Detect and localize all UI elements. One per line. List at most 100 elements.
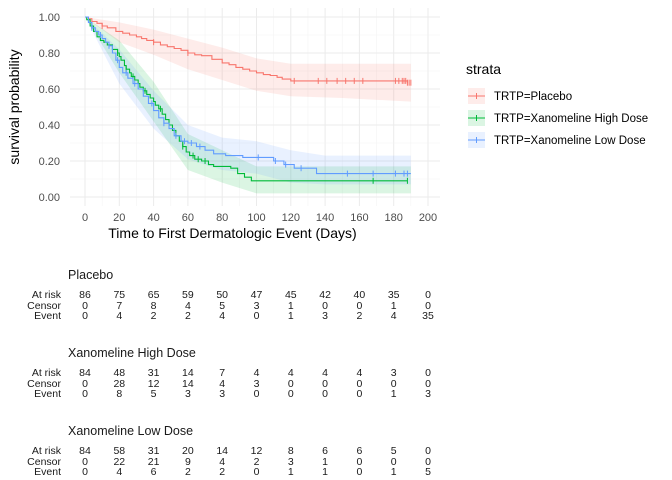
risk-cell: 35 <box>422 310 434 322</box>
risk-cell: 0 <box>356 299 363 312</box>
risk-cell: 84 <box>79 367 91 379</box>
risk-cell: 0 <box>322 377 329 390</box>
risk-cell: 4 <box>116 310 123 322</box>
risk-cell: 50 <box>216 289 229 301</box>
risk-cell: 31 <box>147 445 160 457</box>
risk-row-label: At risk <box>31 367 61 379</box>
risk-cell: 0 <box>82 377 88 390</box>
x-tick-label: 120 <box>282 212 300 224</box>
risk-cell: 4 <box>184 299 191 312</box>
y-tick-label: 0.40 <box>39 120 60 132</box>
confidence-band-1 <box>85 17 411 194</box>
survival-chart: 0 20 40 60 80 100 120 140 160 180 200 0.00 0.20 0.40 0… <box>6 8 648 241</box>
legend: strata TRTP=Placebo TRTP=Xanomeline High D… <box>466 61 648 148</box>
risk-cell: 20 <box>182 445 194 457</box>
risk-cell: 65 <box>147 289 160 301</box>
risk-group-title: Placebo <box>68 268 114 282</box>
risk-cell: 8 <box>150 299 157 312</box>
risk-cell: 0 <box>425 445 431 457</box>
risk-cell: 0 <box>82 299 88 312</box>
y-tick-label: 1.00 <box>39 12 60 24</box>
risk-group-title: Xanomeline Low Dose <box>68 424 194 438</box>
risk-row-label: At risk <box>31 445 61 457</box>
risk-cell: 6 <box>356 445 363 457</box>
risk-cell: 12 <box>147 377 160 390</box>
risk-cell: 42 <box>319 289 331 301</box>
risk-cell: 14 <box>182 377 194 390</box>
risk-cell: 7 <box>219 367 226 379</box>
risk-row-label: Censor <box>27 299 61 312</box>
risk-cell: 3 <box>425 388 431 400</box>
x-tick-label: 100 <box>247 212 265 224</box>
risk-cell: 3 <box>184 388 191 400</box>
risk-cell: 1 <box>287 466 294 478</box>
risk-cell: 0 <box>425 289 431 301</box>
risk-row-at-risk: At risk 84 58 31 20 14 12 8 6 6 5 0 <box>0 446 672 457</box>
risk-row-label: Censor <box>27 455 61 468</box>
risk-cell: 0 <box>253 310 260 322</box>
risk-row-at-risk: At risk 86 75 65 59 50 47 45 42 40 35 0 <box>0 290 672 301</box>
risk-cell: 4 <box>253 367 260 379</box>
risk-cell: 14 <box>216 445 229 457</box>
risk-cell: 8 <box>287 445 294 457</box>
risk-cell: 0 <box>425 299 431 312</box>
x-tick-label: 0 <box>82 212 88 224</box>
risk-cell: 0 <box>253 388 260 400</box>
x-tick-label: 140 <box>316 212 334 224</box>
risk-cell: 4 <box>356 367 363 379</box>
risk-cell: 75 <box>113 289 126 301</box>
risk-cell: 4 <box>219 455 226 468</box>
risk-cell: 35 <box>387 289 400 301</box>
risk-row-censor: Censor 0 22 21 9 4 2 3 1 0 0 0 <box>0 455 672 468</box>
risk-cell: 2 <box>253 455 260 468</box>
risk-cell: 1 <box>287 299 294 312</box>
risk-cell: 4 <box>287 367 294 379</box>
risk-cell: 28 <box>113 377 126 390</box>
risk-row-at-risk: At risk 84 48 31 14 7 4 4 4 4 3 0 <box>0 368 672 379</box>
x-tick-label: 200 <box>419 212 437 224</box>
risk-cell: 0 <box>322 388 329 400</box>
risk-cell: 2 <box>184 310 191 322</box>
risk-cell: 0 <box>82 310 88 322</box>
risk-cell: 1 <box>390 388 397 400</box>
risk-cell: 84 <box>79 445 91 457</box>
x-axis-title: Time to First Dermatologic Event (Days) <box>108 225 356 241</box>
risk-row-censor: Censor 0 7 8 4 5 3 1 0 0 1 0 <box>0 299 672 312</box>
legend-key-0 <box>468 88 485 104</box>
survival-curve-1 <box>85 16 408 182</box>
risk-cell: 47 <box>250 289 263 301</box>
x-tick-label: 40 <box>147 212 159 224</box>
y-tick-label: 0.60 <box>39 84 60 96</box>
y-tick-label: 0.20 <box>39 156 60 168</box>
x-tick-label: 20 <box>113 212 125 224</box>
risk-cell: 0 <box>390 455 397 468</box>
legend-key-2 <box>468 132 485 148</box>
risk-row-event: Event 0 4 6 2 2 0 1 1 0 1 5 <box>0 467 672 478</box>
risk-row-label: Event <box>34 310 61 322</box>
risk-cell: 0 <box>82 466 88 478</box>
y-axis-title: survival probability <box>6 49 22 164</box>
risk-cell: 5 <box>390 445 397 457</box>
risk-cell: 0 <box>356 466 363 478</box>
legend-label-0: TRTP=Placebo <box>494 91 572 103</box>
risk-cell: 1 <box>390 466 397 478</box>
risk-cell: 4 <box>322 367 329 379</box>
risk-cell: 59 <box>182 289 194 301</box>
risk-cell: 0 <box>82 388 88 400</box>
risk-cell: 1 <box>287 310 294 322</box>
survival-curve-0 <box>85 16 408 83</box>
x-tick-label: 160 <box>350 212 368 224</box>
risk-cell: 1 <box>390 299 397 312</box>
y-tick-label: 0.00 <box>39 192 60 204</box>
risk-cell: 0 <box>390 377 397 390</box>
risk-cell: 2 <box>219 466 226 478</box>
risk-cell: 6 <box>322 445 329 457</box>
risk-cell: 1 <box>322 466 329 478</box>
risk-cell: 14 <box>182 367 194 379</box>
risk-cell: 0 <box>82 455 88 468</box>
risk-cell: 22 <box>113 455 126 468</box>
risk-cell: 0 <box>322 299 329 312</box>
risk-cell: 0 <box>425 455 431 468</box>
risk-cell: 5 <box>150 388 157 400</box>
risk-cell: 5 <box>425 466 431 478</box>
